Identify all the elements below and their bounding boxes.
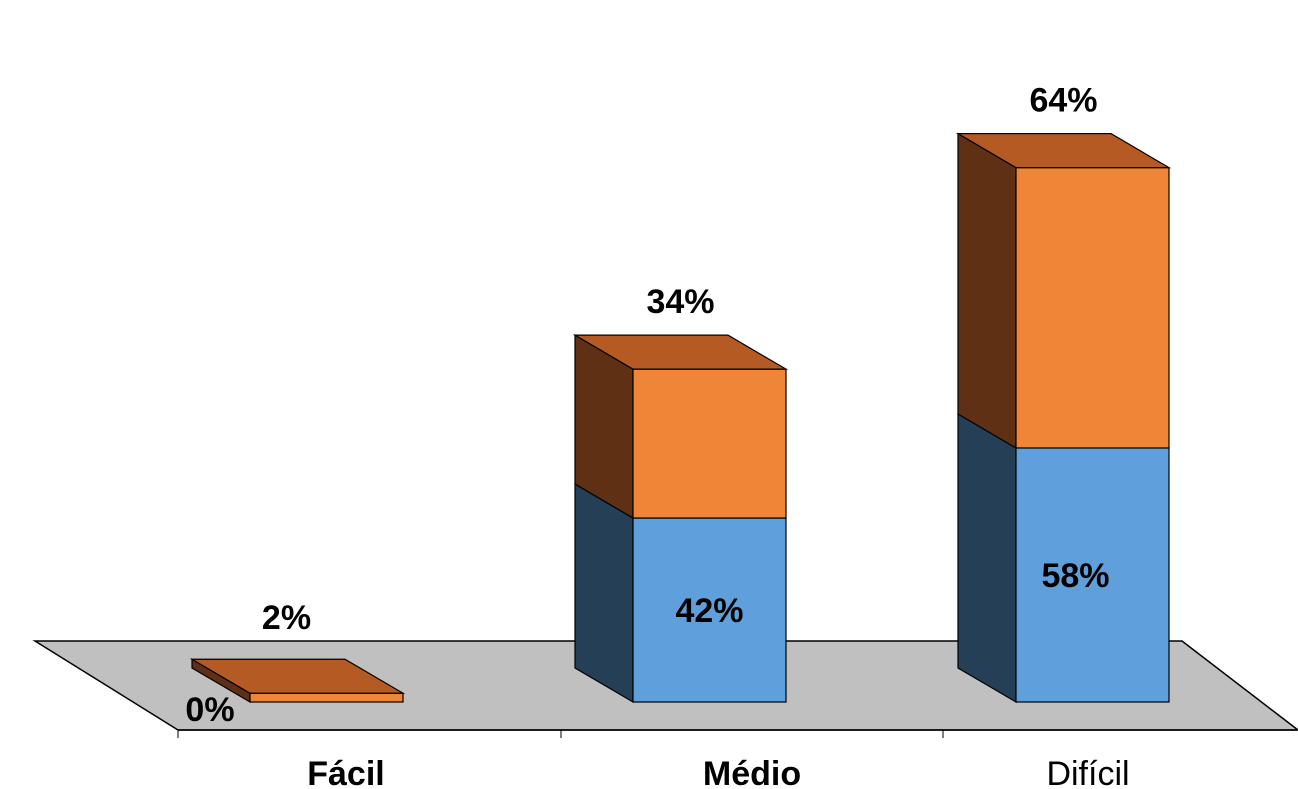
- category-labels: Fácil Médio Difícil: [307, 755, 1129, 789]
- data-label-0-0: 0%: [185, 691, 234, 729]
- data-labels: 2% 0% 34% 42% 64% 58%: [185, 82, 1109, 729]
- bar-segment-1-0: [632, 517, 787, 703]
- data-label-0-1: 2%: [262, 599, 311, 637]
- data-label-2-0: 58%: [1041, 557, 1109, 595]
- category-label-2: Difícil: [1046, 755, 1129, 789]
- bar-stack-2: [955, 132, 1172, 704]
- bar-top-face-1: [572, 334, 789, 370]
- bars: [189, 132, 1172, 704]
- bar-segment-0-1: [249, 692, 404, 703]
- bar-top-face-2: [955, 133, 1172, 169]
- bar-stack-0: [189, 658, 406, 704]
- data-label-1-0: 42%: [675, 592, 743, 630]
- bar-segment-side-1-0: [574, 482, 634, 704]
- bar-segment-side-2-1: [957, 132, 1017, 450]
- bar-stack-1: [572, 334, 789, 704]
- bar-segment-2-0: [1015, 447, 1170, 703]
- bar-segment-side-2-0: [957, 412, 1017, 704]
- data-label-1-1: 34%: [646, 283, 714, 321]
- bar-segment-1-1: [632, 368, 787, 519]
- data-label-2-1: 64%: [1029, 82, 1097, 120]
- category-label-0: Fácil: [307, 755, 384, 789]
- bar-top-face-0: [189, 658, 406, 694]
- bar-segment-2-1: [1015, 167, 1170, 449]
- category-label-1: Médio: [703, 755, 801, 789]
